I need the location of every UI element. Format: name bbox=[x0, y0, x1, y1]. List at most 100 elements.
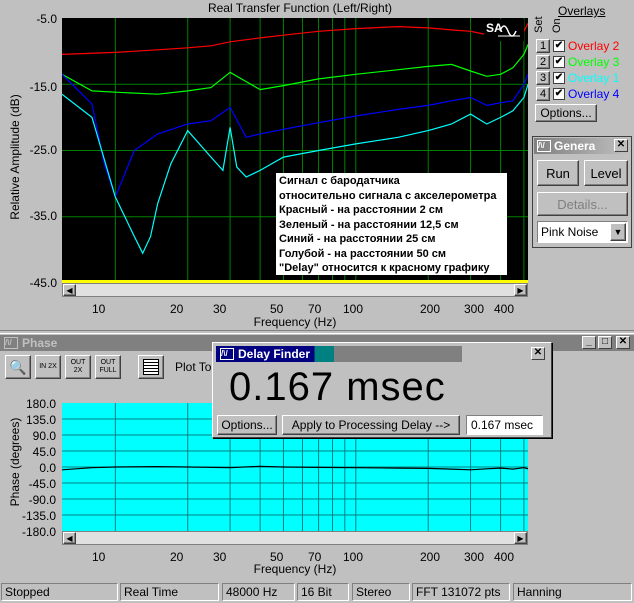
delay-field[interactable]: 0.167 msec bbox=[466, 415, 543, 435]
scroll-left-button[interactable]: ◀ bbox=[63, 532, 76, 544]
annotation-note: Сигнал с бародатчика относительно сигнал… bbox=[276, 173, 507, 275]
x-tick: 70 bbox=[308, 302, 322, 316]
zoom-in-icon: IN 2X bbox=[39, 363, 57, 370]
y-tick: 0.0 bbox=[39, 461, 56, 475]
y-tick: -180.0 bbox=[21, 525, 56, 539]
series-line bbox=[62, 84, 528, 255]
phase-icon: /\/ bbox=[4, 337, 18, 349]
close-button[interactable]: ✕ bbox=[616, 336, 630, 349]
y-tick: 180.0 bbox=[25, 397, 56, 411]
set-label: Set bbox=[533, 16, 545, 33]
x-tick: 20 bbox=[170, 302, 184, 316]
transfer-xlabel: Frequency (Hz) bbox=[253, 315, 337, 329]
delay-finder-icon: /\/ bbox=[220, 348, 234, 360]
generator-titlebar[interactable]: /\/ Genera bbox=[534, 138, 630, 154]
delay-field-value: 0.167 msec bbox=[471, 418, 534, 432]
x-tick: 300 bbox=[464, 550, 485, 564]
generator-close-button[interactable]: ✕ bbox=[614, 139, 628, 152]
maximize-button[interactable]: □ bbox=[598, 336, 612, 349]
x-tick: 400 bbox=[494, 302, 515, 316]
delay-finder-title: Delay Finder bbox=[238, 347, 311, 361]
run-button[interactable]: Run bbox=[537, 160, 579, 186]
chevron-down-icon[interactable]: ▼ bbox=[610, 223, 626, 241]
y-tick: 45.0 bbox=[32, 445, 56, 459]
list-icon bbox=[143, 359, 159, 375]
transfer-h-scrollbar[interactable]: ◀ ▶ bbox=[62, 283, 528, 297]
x-tick: 30 bbox=[213, 302, 227, 316]
y-tick: -45.0 bbox=[28, 477, 56, 491]
overlay-checkbox[interactable]: ✔ bbox=[553, 72, 565, 84]
series-line bbox=[62, 73, 528, 199]
note-line: Голубой - на расстоянии 50 см bbox=[279, 247, 447, 260]
status-window: Hanning bbox=[513, 583, 632, 601]
status-fft: FFT 131072 pts bbox=[412, 583, 510, 601]
x-tick: 50 bbox=[270, 302, 284, 316]
transfer-ylabel: Relative Amplitude (dB) bbox=[8, 94, 22, 220]
note-line: "Delay" относится к красному графику bbox=[279, 262, 490, 274]
delay-value: 0.167 msec bbox=[229, 365, 446, 409]
zoom-full-icon: OUT FULL bbox=[99, 359, 117, 374]
overlay-checkbox[interactable]: ✔ bbox=[553, 56, 565, 68]
overlay-set-button[interactable]: 1 bbox=[536, 39, 550, 53]
x-tick: 30 bbox=[213, 550, 227, 564]
y-tick: -5.0 bbox=[36, 12, 57, 26]
note-line: Зеленый - на расстоянии 12,5 см bbox=[279, 218, 459, 231]
details-button[interactable]: Details... bbox=[537, 192, 628, 216]
generator-icon: /\/ bbox=[537, 140, 551, 152]
delay-options-button[interactable]: Options... bbox=[217, 415, 277, 435]
scroll-right-button[interactable]: ▶ bbox=[514, 284, 527, 296]
x-tick: 400 bbox=[494, 550, 515, 564]
delay-finder-window: /\/ Delay Finder ✕ 0.167 msec Options...… bbox=[212, 342, 552, 438]
phase-xlabel: Frequency (Hz) bbox=[253, 562, 337, 576]
note-line: Красный - на расстоянии 2 см bbox=[279, 204, 444, 216]
series-line bbox=[62, 44, 528, 95]
overlay-label: Overlay 4 bbox=[568, 87, 620, 101]
x-tick: 300 bbox=[464, 302, 485, 316]
zoom-out-icon: OUT 2X bbox=[70, 359, 86, 374]
x-tick: 100 bbox=[343, 550, 364, 564]
apply-delay-button[interactable]: Apply to Processing Delay --> bbox=[282, 415, 460, 435]
overlays-title: Overlays bbox=[558, 4, 606, 18]
zoom-out-button[interactable]: OUT 2X bbox=[65, 355, 91, 379]
minimize-button[interactable]: _ bbox=[582, 336, 596, 349]
delay-finder-titlebar[interactable]: /\/ Delay Finder bbox=[216, 346, 462, 362]
level-button[interactable]: Level bbox=[584, 160, 628, 186]
generator-title: Genera bbox=[554, 139, 596, 153]
y-tick: 90.0 bbox=[32, 429, 56, 443]
overlay-checkbox[interactable]: ✔ bbox=[553, 40, 565, 52]
delay-finder-close-button[interactable]: ✕ bbox=[531, 347, 545, 360]
y-tick: -135.0 bbox=[21, 509, 56, 523]
plot-settings-button[interactable] bbox=[138, 355, 164, 379]
zoom-full-button[interactable]: OUT FULL bbox=[95, 355, 121, 379]
baseline-marker bbox=[62, 280, 528, 283]
overlay-label: Overlay 3 bbox=[568, 55, 620, 69]
scroll-right-button[interactable]: ▶ bbox=[514, 532, 527, 544]
phase-h-scrollbar[interactable]: ◀ ▶ bbox=[62, 531, 528, 545]
overlay-checkbox[interactable]: ✔ bbox=[553, 88, 565, 100]
y-tick: 135.0 bbox=[25, 413, 56, 427]
x-tick: 10 bbox=[92, 302, 106, 316]
x-tick: 20 bbox=[170, 550, 184, 564]
overlay-set-button[interactable]: 4 bbox=[536, 87, 550, 101]
overlay-options-button[interactable]: Options... bbox=[535, 104, 597, 122]
overlay-set-button[interactable]: 3 bbox=[536, 71, 550, 85]
note-line: Синий - на расстоянии 25 см bbox=[279, 233, 436, 245]
transfer-title: Real Transfer Function (Left/Right) bbox=[207, 1, 393, 15]
x-tick: 10 bbox=[92, 550, 106, 564]
status-mode: Real Time bbox=[120, 583, 219, 601]
zoom-in-button[interactable]: IN 2X bbox=[35, 355, 61, 379]
zoom-tool-button[interactable]: 🔍 bbox=[5, 355, 31, 379]
y-tick: -90.0 bbox=[28, 493, 56, 507]
signal-select-value: Pink Noise bbox=[541, 225, 599, 239]
y-tick: -35.0 bbox=[29, 209, 57, 223]
x-tick: 50 bbox=[270, 550, 284, 564]
overlay-set-button[interactable]: 2 bbox=[536, 55, 550, 69]
y-tick: -15.0 bbox=[29, 80, 57, 94]
divider bbox=[0, 330, 634, 334]
signal-select[interactable]: Pink Noise ▼ bbox=[537, 221, 628, 243]
overlay-label: Overlay 1 bbox=[568, 71, 620, 85]
generator-window: /\/ Genera ✕ Run Level Details... Pink N… bbox=[532, 136, 632, 248]
scroll-left-button[interactable]: ◀ bbox=[63, 284, 76, 296]
y-tick: -45.0 bbox=[29, 276, 57, 290]
x-tick: 200 bbox=[420, 550, 441, 564]
